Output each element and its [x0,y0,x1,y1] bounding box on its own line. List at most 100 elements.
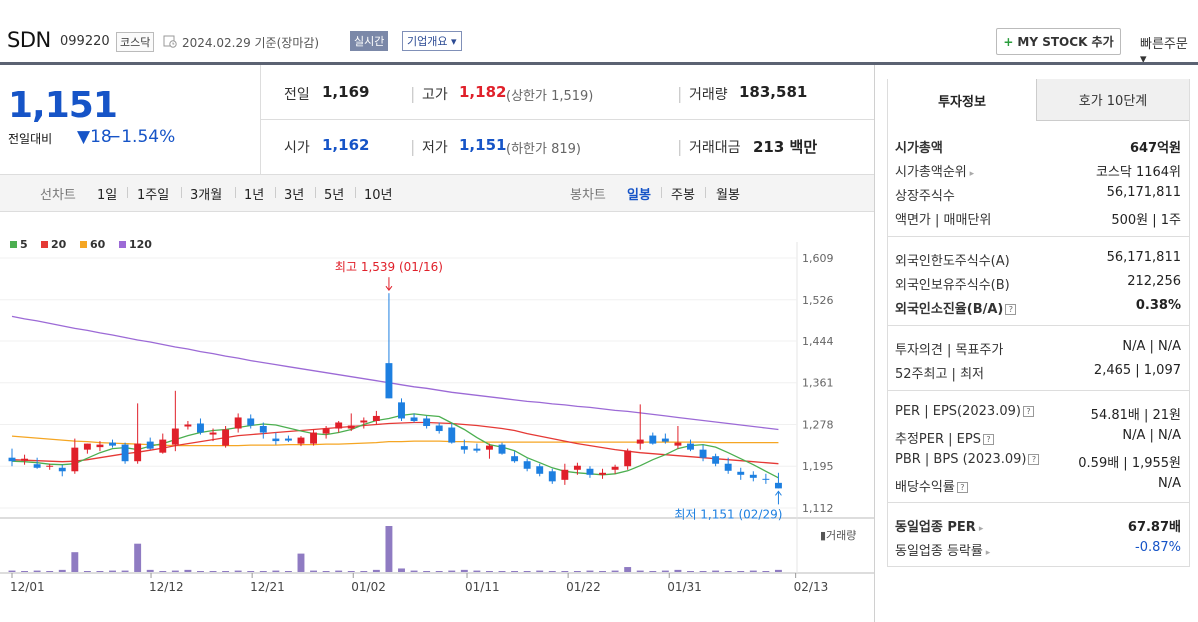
candle [473,443,481,453]
info-label: 상장주식수 [895,189,955,204]
candle [272,432,280,445]
candle [523,458,531,472]
candle-body [398,402,405,419]
period-3y[interactable]: 3년 [284,188,305,203]
candle-body [360,420,368,423]
volume-bar [372,569,380,572]
add-my-stock-button[interactable]: + MY STOCK 추가 [996,28,1121,55]
y-tick-label: 1,112 [802,502,834,515]
info-row: 외국인보유주식수(B) 212,256 [895,274,1181,293]
volume-bar [448,570,456,572]
volume-bar [134,543,142,572]
help-icon[interactable]: ? [956,482,968,493]
candle [171,390,179,452]
header-divider [0,62,1198,65]
candle [724,457,732,474]
max-price-annotation: 최고 1,539 (01/16) [335,260,443,274]
candle-body [71,447,79,472]
tab-investment-info[interactable]: 투자정보 [888,79,1037,121]
info-value: 0.38% [1135,298,1181,313]
volume-bar [83,571,91,572]
period-5y[interactable]: 5년 [324,188,345,203]
candle [197,418,204,435]
help-icon[interactable]: ? [1028,454,1040,465]
info-row[interactable]: 배당수익률? N/A [895,476,1181,495]
calendar-clock-icon [163,35,177,48]
prev-close-label: 전일 [284,87,310,103]
volume-bar [561,571,569,572]
candle [71,438,79,474]
realtime-badge[interactable]: 실시간 [350,31,389,51]
trade-amount-value: 213 백만 [753,138,818,156]
candle [398,398,405,421]
arrow-head [385,285,393,292]
period-3m[interactable]: 3개월 [190,188,223,203]
info-label: 외국인소진율(B/A)? [895,298,1017,317]
period-1d[interactable]: 1일 [97,188,118,203]
legend-ma5: 5 [10,238,28,251]
volume-bar [46,571,54,572]
help-icon[interactable]: ? [1005,304,1017,315]
info-row: 52주최고 | 최저 2,465 | 1,097 [895,363,1181,382]
volume-bar [272,570,280,572]
candle-daily[interactable]: 일봉 [627,188,651,203]
candle [423,415,431,429]
info-row[interactable]: 외국인소진율(B/A)? 0.38% [895,298,1181,317]
volume-bar [209,571,217,572]
candle [661,433,669,444]
candle [109,439,116,448]
candle [259,422,267,439]
candle [209,428,217,442]
stock-chart[interactable]: 최고 1,539 (01/16) 최저 1,151 (02/29) 1,609 1,… [0,212,874,622]
volume-bar [146,569,154,572]
info-row[interactable]: 동일업종 PER ▸ 67.87배 [895,516,1181,535]
volume-bar [624,567,632,572]
volume-bar [586,570,594,572]
info-row: 상장주식수 56,171,811 [895,185,1181,204]
divider [888,390,1190,391]
low-value: 1,151 [459,136,507,154]
info-label: 동일업종 PER ▸ [895,520,984,535]
candle-body [197,423,204,433]
quick-order-button[interactable]: 빠른주문 ▾ [1140,37,1188,67]
period-10y[interactable]: 10년 [364,188,393,203]
candle-body [121,444,129,462]
legend-ma60: 60 [80,238,105,251]
volume-bar [661,570,669,572]
help-icon[interactable]: ? [982,434,994,445]
info-row[interactable]: 시가총액순위 ▸ 코스닥 1164위 [895,161,1181,180]
divider: | [410,84,416,103]
help-icon[interactable]: ? [1022,406,1034,417]
candle-body [423,418,431,427]
x-tick-label: 02/13 [794,580,829,594]
high-value: 1,182 [459,83,507,101]
candle-body [272,438,280,442]
volume-bar [197,571,204,572]
candle [8,448,16,467]
info-row: 투자의견 | 목표주가 N/A | N/A [895,339,1181,358]
divider [888,325,1190,326]
candle-body [737,471,745,475]
candle-body [184,424,192,427]
volume-bar [71,552,79,572]
candle-monthly[interactable]: 월봉 [716,188,740,203]
open-value: 1,162 [322,136,370,154]
candle-weekly[interactable]: 주봉 [671,188,695,203]
info-row[interactable]: 동일업종 등락률 ▸ -0.87% [895,540,1181,559]
y-tick-label: 1,444 [802,335,834,348]
info-row[interactable]: PBR | BPS (2023.09)? 0.59배 | 1,955원 [895,452,1181,471]
candle [121,442,129,464]
volume-label: ▮거래량 [820,529,856,542]
period-1w[interactable]: 1주일 [137,188,170,203]
volume-bar [485,571,493,572]
info-label: 배당수익률? [895,476,968,495]
period-1y[interactable]: 1년 [244,188,265,203]
info-row[interactable]: PER | EPS(2023.09)? 54.81배 | 21원 [895,404,1181,423]
tab-order-book[interactable]: 호가 10단계 [1037,79,1189,121]
candle-body [322,428,330,434]
info-row[interactable]: 추정PER | EPS? N/A | N/A [895,428,1181,447]
company-overview-dropdown[interactable]: 기업개요 ▾ [402,31,462,51]
volume-bar [460,569,468,572]
candle [687,439,694,452]
candle [284,435,292,443]
